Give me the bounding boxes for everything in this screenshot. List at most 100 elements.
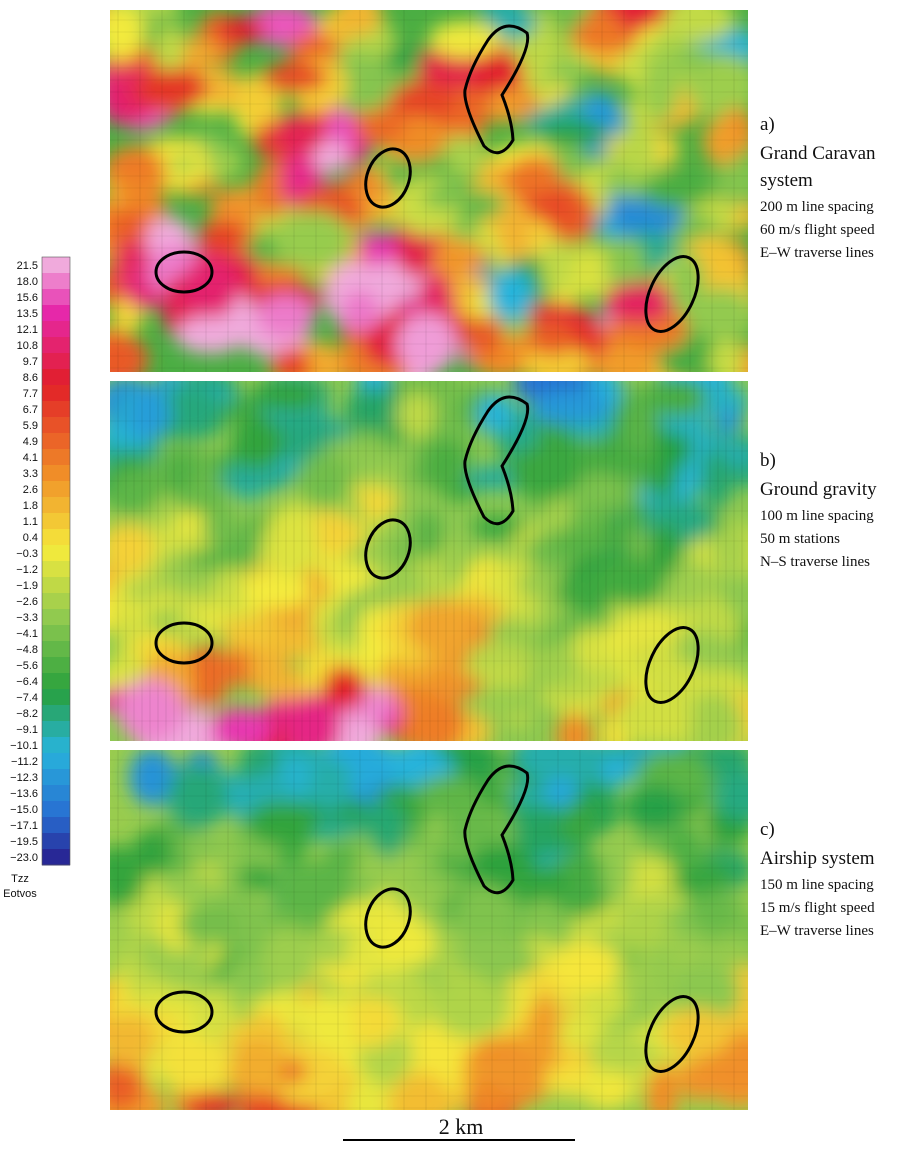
anomaly (665, 824, 704, 870)
colorbar-label: −10.1 (10, 740, 38, 752)
anomaly (95, 846, 146, 908)
anomaly (106, 154, 165, 178)
anomaly (683, 693, 744, 759)
colorbar-swatch (42, 305, 70, 322)
anomaly (100, 930, 133, 960)
colorbar-swatch (42, 657, 70, 674)
anomaly (117, 679, 185, 743)
gravity-map (77, 0, 767, 398)
anomaly (643, 944, 681, 990)
anomaly (537, 121, 609, 146)
anomaly (453, 887, 520, 941)
anomaly (412, 511, 443, 559)
colorbar-swatch (42, 321, 70, 338)
anomaly (272, 116, 327, 153)
anomaly (370, 799, 407, 858)
panel-detail: 200 m line spacing (760, 199, 874, 215)
colorbar-label: −12.3 (10, 772, 38, 784)
anomaly (507, 156, 561, 195)
colorbar-swatch (42, 593, 70, 610)
anomaly (703, 119, 741, 165)
colorbar-label: −11.2 (11, 756, 38, 768)
anomaly (541, 237, 572, 295)
anomaly (347, 1076, 383, 1136)
panel-label: b) (760, 450, 776, 471)
anomaly (603, 282, 673, 323)
anomaly (620, 898, 665, 952)
anomaly (79, 332, 148, 387)
colorbar-label: 9.7 (23, 356, 38, 368)
gravity-map (80, 725, 787, 1142)
colorbar-swatch (42, 353, 70, 370)
anomaly (529, 993, 560, 1060)
colorbar-swatch (42, 385, 70, 402)
colorbar-label: 1.8 (23, 500, 38, 512)
panel-detail: 100 m line spacing (760, 508, 874, 524)
colorbar-label: −0.3 (16, 548, 38, 560)
colorbar-label: 4.9 (23, 436, 38, 448)
anomaly (510, 444, 582, 501)
anomaly (530, 318, 574, 356)
anomaly (646, 1066, 678, 1124)
colorbar-label: −4.1 (16, 628, 38, 640)
colorbar-label: 0.4 (23, 532, 38, 544)
anomaly (256, 295, 315, 338)
colorbar-label: −4.8 (16, 644, 38, 656)
colorbar-swatch (42, 577, 70, 594)
colorbar-swatch (42, 753, 70, 770)
anomaly (233, 573, 312, 609)
anomaly (600, 757, 633, 784)
colorbar-swatch (42, 705, 70, 722)
anomaly (297, 453, 352, 508)
colorbar-swatch (42, 609, 70, 626)
anomaly (400, 976, 434, 1029)
colorbar-swatch (42, 369, 70, 386)
anomaly (550, 942, 619, 992)
colorbar-label: −23.0 (10, 852, 38, 864)
anomaly (159, 1034, 228, 1094)
colorbar-label: −15.0 (10, 804, 38, 816)
colorbar-swatch (42, 273, 70, 290)
colorbar-swatch (42, 561, 70, 578)
colorbar-label: 10.8 (17, 340, 38, 352)
anomaly (675, 633, 733, 666)
colorbar-label: 1.1 (23, 516, 38, 528)
panel-detail: 150 m line spacing (760, 877, 874, 893)
colorbar-swatch (42, 401, 70, 418)
panel-detail: 50 m stations (760, 531, 840, 547)
anomaly (217, 567, 245, 606)
anomaly (164, 450, 194, 499)
colorbar-swatch (42, 785, 70, 802)
colorbar-swatch (42, 833, 70, 850)
colorbar-label: 12.1 (17, 324, 38, 336)
colorbar-swatch (42, 641, 70, 658)
colorbar-swatch (42, 337, 70, 354)
anomaly (262, 926, 316, 992)
colorbar-label: −1.2 (16, 564, 38, 576)
anomaly (109, 208, 149, 243)
colorbar-label: 18.0 (17, 276, 38, 288)
anomaly (583, 1069, 616, 1093)
anomaly (302, 993, 355, 1051)
colorbar-label: −2.6 (16, 596, 38, 608)
colorbar-label: −9.1 (16, 724, 38, 736)
colorbar-label: −6.4 (16, 676, 38, 688)
colorbar-label: 15.6 (17, 292, 38, 304)
colorbar-label: −7.4 (16, 692, 38, 704)
anomaly (230, 1037, 285, 1095)
anomaly (467, 642, 535, 670)
anomaly (670, 46, 715, 71)
figure: 21.518.015.613.512.110.89.78.67.76.75.94… (0, 0, 924, 1149)
anomaly (218, 467, 292, 491)
anomaly (642, 56, 679, 122)
anomaly (468, 685, 540, 718)
colorbar-label: 5.9 (23, 420, 38, 432)
panel-detail: E–W traverse lines (760, 245, 874, 261)
anomaly (544, 777, 578, 805)
anomaly (488, 270, 534, 320)
colorbar-label: −13.6 (10, 788, 38, 800)
colorbar-swatch (42, 545, 70, 562)
colorbar-swatch (42, 769, 70, 786)
colorbar-label: 6.7 (23, 404, 38, 416)
anomaly (341, 290, 380, 332)
